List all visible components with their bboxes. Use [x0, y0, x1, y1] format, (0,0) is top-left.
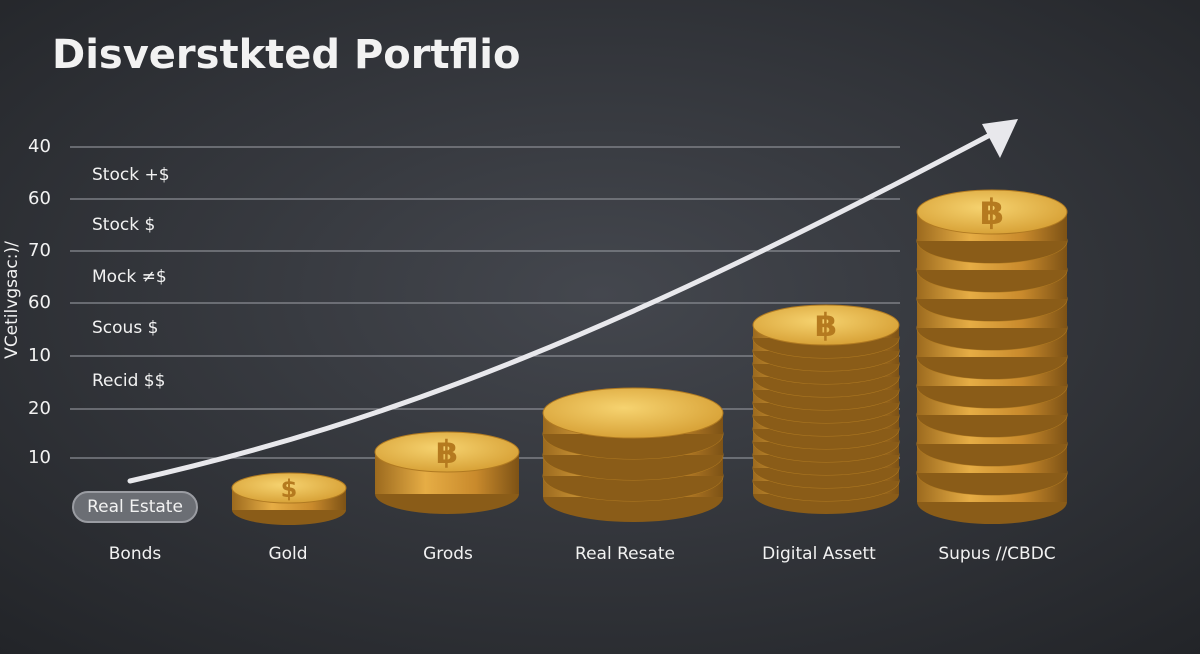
- coin-stack: ฿: [374, 431, 520, 514]
- trend-arrow: [127, 132, 993, 484]
- coin-face: [752, 304, 900, 346]
- row-label: Scous $: [92, 318, 158, 338]
- category-label: Bonds: [109, 544, 162, 564]
- coin-stack: [542, 387, 724, 522]
- coin-symbol: ฿: [436, 433, 458, 471]
- row-label: Mock ≠$: [92, 267, 167, 287]
- coin-face: [231, 472, 347, 504]
- category-label: Gold: [268, 544, 307, 564]
- badge-label: Real Estate: [87, 497, 183, 517]
- title: Disverstkted Portflio: [52, 32, 520, 78]
- row-label: Stock $: [92, 215, 155, 235]
- coin-stack: ฿: [752, 304, 900, 514]
- tick-label: 60: [28, 292, 51, 313]
- category-label: Supus //CBDC: [938, 544, 1055, 564]
- tick-label: 10: [28, 447, 51, 468]
- coin-symbol: $: [281, 475, 298, 503]
- category-label: Real Resate: [575, 544, 675, 564]
- tick-label: 60: [28, 188, 51, 209]
- badge: [72, 491, 198, 523]
- row-label: Stock +$: [92, 165, 170, 185]
- coin-face: [916, 189, 1068, 235]
- tick-label: 70: [28, 240, 51, 261]
- grid: 40 60 70 60 10 20 10 Stock +$ Stock $ Mock ≠$ Scou…: [28, 136, 900, 468]
- arrow-head: [982, 119, 1018, 158]
- tick-label: 10: [28, 345, 51, 366]
- coin-symbol: ฿: [980, 193, 1004, 233]
- tick-label: 40: [28, 136, 51, 157]
- coin-face: [542, 387, 724, 439]
- coin-stack: ฿: [916, 189, 1068, 524]
- coin-stacks: $฿฿฿: [231, 189, 1068, 525]
- coin-symbol: ฿: [815, 306, 837, 344]
- tick-label: 20: [28, 398, 51, 419]
- axis-label: VCetilvgsac:)/: [2, 241, 22, 359]
- coin-face: [374, 431, 520, 473]
- category-label: Digital Assett: [762, 544, 876, 564]
- row-label: Recid $$: [92, 371, 165, 391]
- coin-stack: $: [231, 472, 347, 525]
- category-label: Grods: [423, 544, 473, 564]
